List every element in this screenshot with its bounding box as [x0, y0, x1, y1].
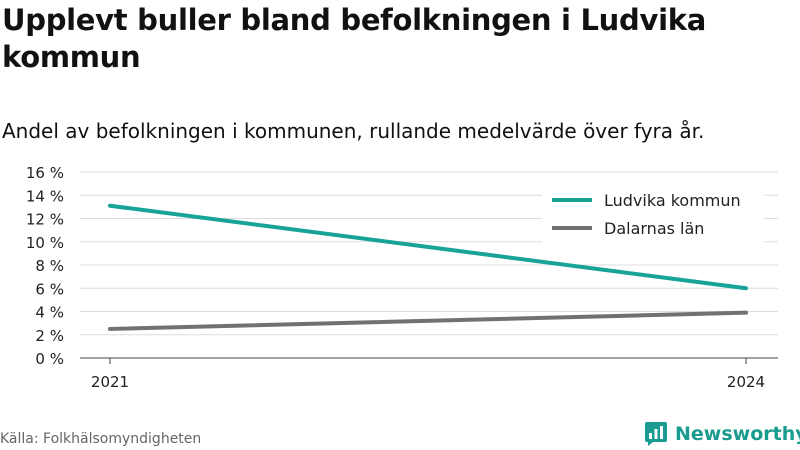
y-tick-label: 14 %: [26, 187, 64, 205]
newsworthy-logo-icon: [645, 422, 667, 446]
chart-subtitle: Andel av befolkningen i kommunen, rullan…: [2, 119, 705, 143]
brand-name: Newsworthy: [675, 423, 800, 445]
x-tick-label: 2021: [91, 373, 129, 391]
chart-title: Upplevt buller bland befolkningen i Ludv…: [2, 3, 706, 74]
y-tick-label: 6 %: [35, 280, 64, 298]
legend-box: [542, 186, 764, 244]
y-tick-label: 2 %: [35, 327, 64, 345]
y-tick-label: 8 %: [35, 257, 64, 275]
series-line: [108, 203, 748, 291]
y-tick-label: 10 %: [26, 234, 64, 252]
legend-label: Ludvika kommun: [604, 191, 741, 210]
source-note: Källa: Folkhälsomyndigheten: [0, 431, 202, 447]
x-tick-label: 2024: [727, 373, 765, 391]
newsworthy-logo: Newsworthy: [644, 421, 800, 447]
y-tick-label: 0 %: [35, 350, 64, 368]
y-axis-tick-labels: 0 % 2 % 4 % 6 % 8 % 10 % 12 % 14 % 16 %: [26, 164, 64, 368]
x-axis: 2021 2024: [91, 358, 765, 391]
series-line: [108, 310, 748, 331]
y-tick-label: 16 %: [26, 164, 64, 182]
gridlines: [80, 171, 778, 359]
y-tick-label: 4 %: [35, 304, 64, 322]
y-tick-label: 12 %: [26, 211, 64, 229]
series-lines: [108, 203, 748, 331]
legend: Ludvika kommun Dalarnas län: [542, 186, 764, 244]
legend-label: Dalarnas län: [604, 219, 704, 238]
